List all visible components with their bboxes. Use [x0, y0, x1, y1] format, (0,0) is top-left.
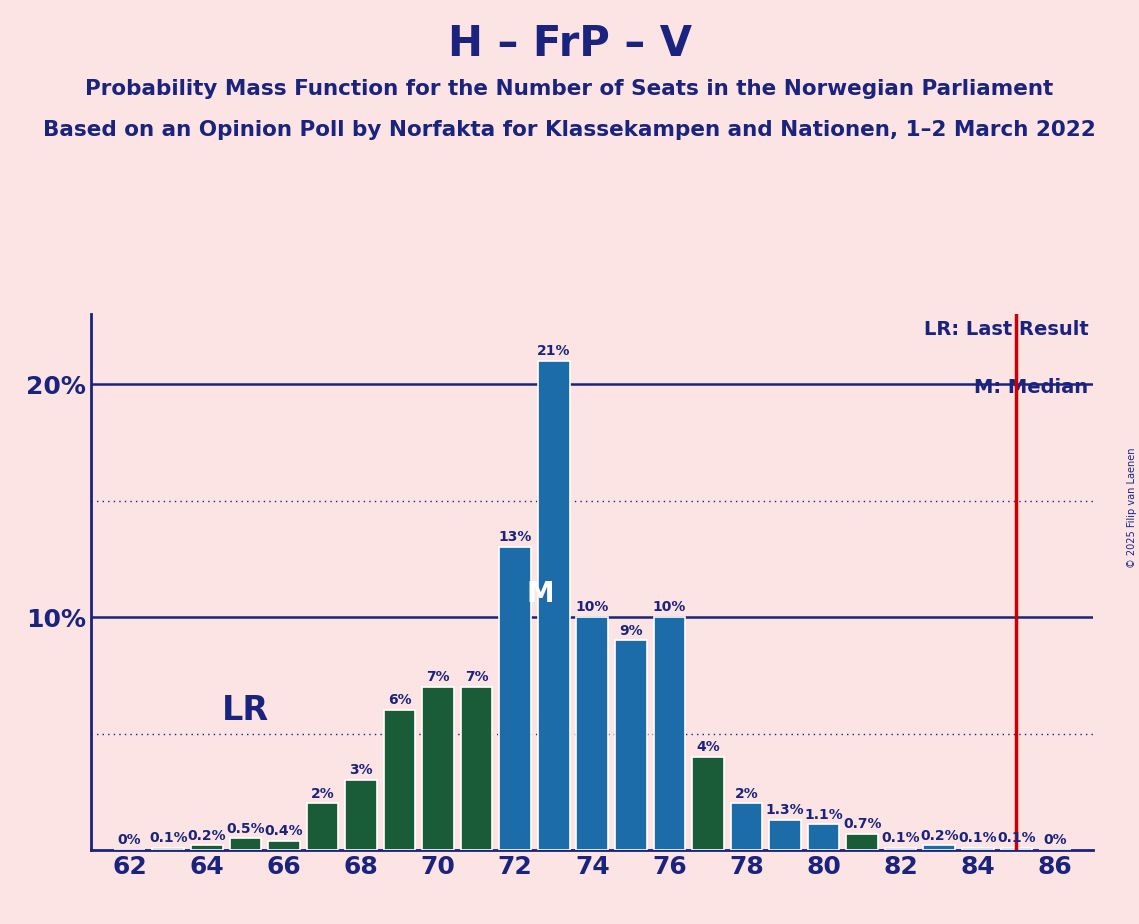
Text: H – FrP – V: H – FrP – V	[448, 23, 691, 65]
Text: 0%: 0%	[1043, 833, 1067, 847]
Text: 2%: 2%	[735, 786, 759, 801]
Bar	[538, 360, 570, 850]
Text: 10%: 10%	[653, 601, 686, 614]
Bar	[268, 841, 300, 850]
Text: 4%: 4%	[696, 740, 720, 754]
Text: 0.1%: 0.1%	[997, 831, 1035, 845]
Text: LR: LR	[222, 694, 269, 727]
Text: Probability Mass Function for the Number of Seats in the Norwegian Parliament: Probability Mass Function for the Number…	[85, 79, 1054, 99]
Text: 0.2%: 0.2%	[920, 829, 959, 843]
Bar	[191, 845, 222, 850]
Text: 0.4%: 0.4%	[264, 824, 303, 838]
Text: 0.1%: 0.1%	[959, 831, 997, 845]
Bar	[1000, 847, 1032, 850]
Bar	[345, 780, 377, 850]
Bar	[808, 824, 839, 850]
Bar	[615, 640, 647, 850]
Bar	[153, 847, 185, 850]
Bar	[499, 547, 531, 850]
Text: M: Median: M: Median	[974, 379, 1089, 397]
Text: 9%: 9%	[618, 624, 642, 638]
Bar	[576, 617, 608, 850]
Bar	[885, 847, 917, 850]
Text: 3%: 3%	[350, 763, 372, 777]
Text: © 2025 Filip van Laenen: © 2025 Filip van Laenen	[1126, 448, 1137, 568]
Text: 2%: 2%	[311, 786, 335, 801]
Bar	[693, 757, 723, 850]
Text: 7%: 7%	[465, 670, 489, 684]
Bar	[461, 687, 492, 850]
Bar	[962, 847, 993, 850]
Bar	[306, 804, 338, 850]
Bar	[654, 617, 686, 850]
Text: 1.3%: 1.3%	[765, 803, 804, 817]
Text: 0.1%: 0.1%	[149, 831, 188, 845]
Text: 7%: 7%	[426, 670, 450, 684]
Bar	[846, 833, 878, 850]
Text: 0.1%: 0.1%	[882, 831, 920, 845]
Text: 0.5%: 0.5%	[226, 821, 264, 835]
Text: 0.7%: 0.7%	[843, 817, 882, 831]
Text: 1.1%: 1.1%	[804, 808, 843, 821]
Text: 0.2%: 0.2%	[188, 829, 226, 843]
Bar	[731, 804, 762, 850]
Bar	[230, 838, 261, 850]
Bar	[423, 687, 453, 850]
Text: 21%: 21%	[536, 344, 571, 358]
Text: LR: Last Result: LR: Last Result	[924, 320, 1089, 338]
Text: 0%: 0%	[117, 833, 141, 847]
Bar	[924, 845, 954, 850]
Text: 13%: 13%	[499, 530, 532, 544]
Text: 10%: 10%	[575, 601, 609, 614]
Text: 6%: 6%	[387, 694, 411, 708]
Bar	[384, 711, 416, 850]
Text: M: M	[526, 579, 554, 608]
Text: Based on an Opinion Poll by Norfakta for Klassekampen and Nationen, 1–2 March 20: Based on an Opinion Poll by Norfakta for…	[43, 120, 1096, 140]
Bar	[769, 820, 801, 850]
